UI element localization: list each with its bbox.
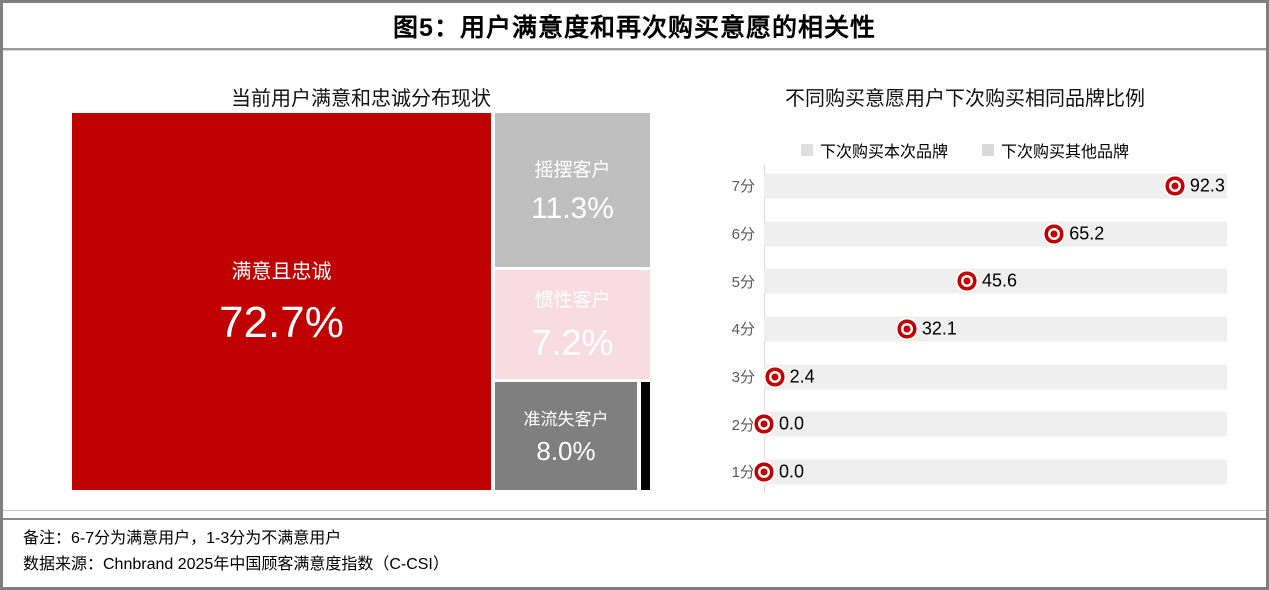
bar-row-2: 2分 0.0	[703, 400, 1227, 448]
segment-label: 满意且忠诚	[231, 261, 332, 283]
segment-value: 8.0%	[536, 436, 596, 466]
treemap-segment-sliver	[641, 382, 650, 490]
footnotes: 备注：6-7分为满意用户，1-3分为不满意用户 数据来源：Chnbrand 20…	[3, 518, 1266, 578]
barchart-legend: 下次购买本次品牌 下次购买其他品牌	[703, 138, 1227, 162]
charts-area: 当前用户满意和忠诚分布现状 满意且忠诚 72.7% 摇摆客户 11.3% 惯性客…	[3, 50, 1266, 511]
barchart-title: 不同购买意愿用户下次购买相同品牌比例	[785, 88, 1145, 110]
bar-value: 32.1	[921, 318, 957, 339]
segment-label: 准流失客户	[523, 410, 609, 429]
bar-row-6: 6分 65.2	[703, 210, 1227, 258]
treemap-segment-loyal: 满意且忠诚 72.7%	[72, 113, 491, 490]
segment-label: 惯性客户	[534, 290, 611, 311]
bar-value: 2.4	[789, 366, 815, 387]
bullseye-marker	[1050, 230, 1058, 238]
segment-label: 摇摆客户	[534, 159, 611, 181]
bar-track: 65.2	[764, 210, 1227, 258]
treemap-segment-swing: 摇摆客户 11.3%	[495, 113, 650, 267]
note-remark: 备注：6-7分为满意用户，1-3分为不满意用户	[23, 530, 342, 547]
category-label: 2分	[731, 416, 755, 434]
treemap-bottom-row: 准流失客户 8.0%	[495, 382, 650, 490]
bar-value: 65.2	[1069, 223, 1105, 244]
bar-background	[764, 411, 1227, 437]
legend-label: 下次购买本次品牌	[819, 144, 948, 161]
treemap-segment-inertia: 惯性客户 7.2%	[495, 270, 650, 379]
bar-value: 0.0	[779, 461, 805, 482]
bar-track: 0.0	[760, 448, 1227, 496]
figure-title-bar: 图5：用户满意度和再次购买意愿的相关性	[3, 3, 1266, 50]
bar-background	[764, 221, 1227, 247]
bar-row-5: 5分 45.6	[703, 257, 1227, 305]
bar-track: 2.4	[764, 353, 1227, 401]
bar-track: 45.6	[764, 257, 1227, 305]
bullseye-marker	[760, 420, 768, 428]
figure-title: 图5：用户满意度和再次购买意愿的相关性	[393, 13, 876, 42]
category-label: 7分	[731, 178, 755, 196]
bullseye-marker	[771, 373, 779, 381]
bar-row-4: 4分 32.1	[703, 305, 1227, 353]
bar-row-1: 1分 0.0	[703, 448, 1227, 496]
bar-track: 92.3	[764, 162, 1227, 210]
bar-background	[764, 173, 1227, 199]
bar-background	[764, 316, 1227, 342]
category-label: 3分	[731, 369, 755, 387]
segment-value: 11.3%	[531, 191, 614, 225]
bar-background	[764, 268, 1227, 294]
treemap-right-column: 摇摆客户 11.3% 惯性客户 7.2% 准流失客户 8.0%	[495, 113, 650, 490]
bar-track: 32.1	[764, 305, 1227, 353]
legend-swatch-icon	[982, 144, 994, 156]
category-label: 4分	[731, 321, 755, 339]
note-source: 数据来源：Chnbrand 2025年中国顾客满意度指数（C-CSI）	[23, 556, 449, 573]
legend-item-same-brand: 下次购买本次品牌	[800, 138, 948, 162]
treemap-title: 当前用户满意和忠诚分布现状	[231, 88, 491, 110]
satisfaction-treemap: 满意且忠诚 72.7% 摇摆客户 11.3% 惯性客户 7.2% 准流失客户 8…	[72, 113, 650, 490]
bar-background	[764, 459, 1227, 485]
bar-track: 0.0	[760, 400, 1227, 448]
category-label: 5分	[731, 273, 755, 291]
bullseye-marker	[1171, 182, 1179, 190]
bar-row-7: 7分 92.3	[703, 162, 1227, 210]
bullseye-marker	[963, 277, 971, 285]
segment-value: 7.2%	[531, 322, 614, 363]
legend-item-other-brand: 下次购买其他品牌	[982, 138, 1129, 162]
bullseye-marker	[760, 468, 768, 476]
bar-background	[764, 364, 1227, 390]
bullseye-marker	[903, 325, 911, 333]
category-label: 1分	[731, 464, 755, 482]
treemap-segment-churn: 准流失客户 8.0%	[495, 382, 637, 490]
bar-value: 92.3	[1189, 175, 1225, 196]
segment-value: 72.7%	[219, 298, 344, 347]
legend-label: 下次购买其他品牌	[1001, 144, 1130, 161]
bar-row-3: 3分 2.4	[703, 353, 1227, 401]
category-label: 6分	[731, 226, 755, 244]
barchart-plot: 7分 92.3 6分 65.2 5分	[703, 162, 1227, 496]
bar-value: 45.6	[982, 270, 1018, 291]
legend-swatch-icon	[800, 144, 813, 156]
bar-value: 0.0	[779, 413, 805, 434]
